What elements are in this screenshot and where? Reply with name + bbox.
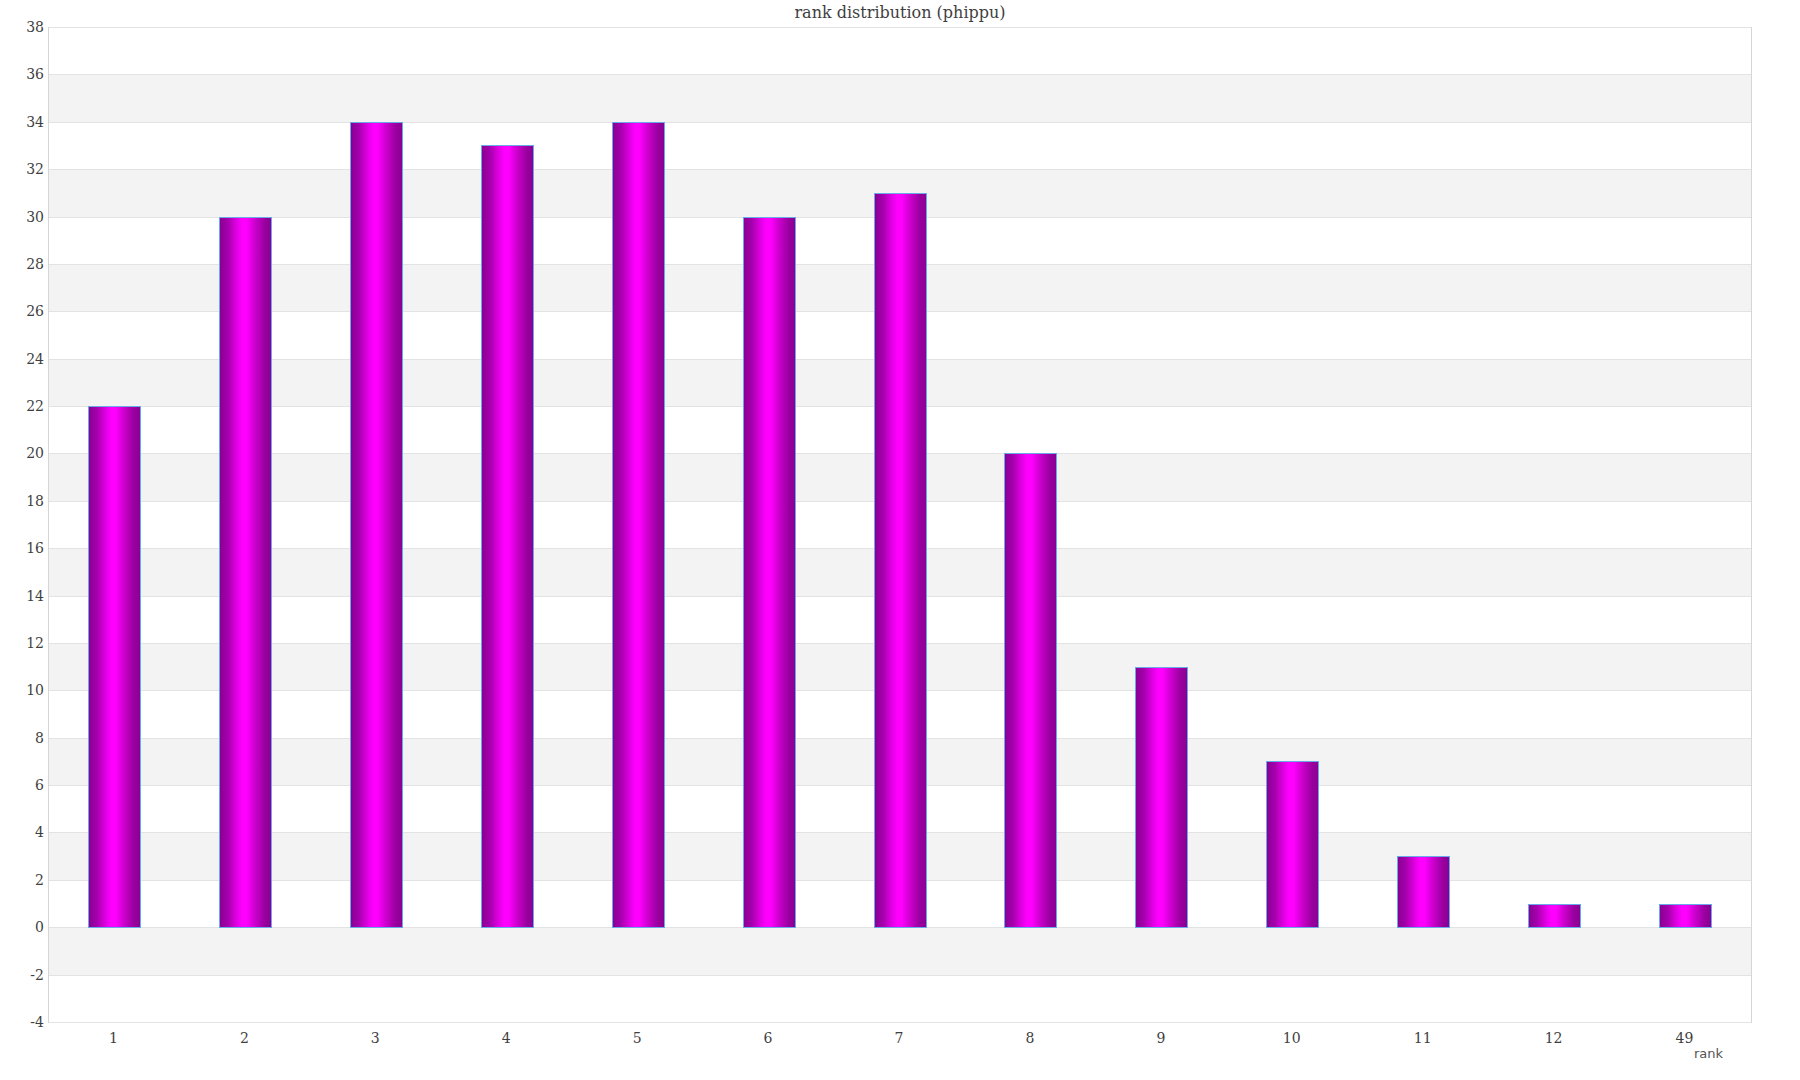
y-tick-label: 6 bbox=[0, 777, 44, 793]
gridline bbox=[49, 74, 1751, 75]
bar bbox=[1528, 904, 1581, 929]
x-tick-label: 8 bbox=[980, 1030, 1080, 1046]
bar bbox=[219, 217, 272, 929]
bar bbox=[1135, 667, 1188, 929]
gridline bbox=[49, 27, 1751, 28]
x-tick-label: 1 bbox=[63, 1030, 163, 1046]
y-tick-label: 24 bbox=[0, 351, 44, 367]
bar bbox=[1397, 856, 1450, 928]
y-tick-label: 36 bbox=[0, 66, 44, 82]
gridline bbox=[49, 169, 1751, 170]
grid-band bbox=[49, 74, 1751, 121]
y-tick-label: 16 bbox=[0, 540, 44, 556]
y-tick-label: 28 bbox=[0, 256, 44, 272]
y-tick-label: 8 bbox=[0, 730, 44, 746]
x-tick-label: 10 bbox=[1242, 1030, 1342, 1046]
bar bbox=[350, 122, 403, 928]
y-tick-label: -2 bbox=[0, 967, 44, 983]
x-tick-label: 11 bbox=[1373, 1030, 1473, 1046]
y-tick-label: 32 bbox=[0, 161, 44, 177]
bar bbox=[1266, 761, 1319, 928]
grid-band bbox=[49, 927, 1751, 974]
bar bbox=[743, 217, 796, 929]
bar bbox=[88, 406, 141, 928]
bar bbox=[612, 122, 665, 928]
y-tick-label: 34 bbox=[0, 114, 44, 130]
x-tick-label: 5 bbox=[587, 1030, 687, 1046]
gridline bbox=[49, 1022, 1751, 1023]
x-tick-label: 9 bbox=[1111, 1030, 1211, 1046]
y-tick-label: 30 bbox=[0, 209, 44, 225]
y-tick-label: -4 bbox=[0, 1014, 44, 1030]
bar bbox=[1004, 453, 1057, 928]
y-tick-label: 12 bbox=[0, 635, 44, 651]
x-tick-label: 7 bbox=[849, 1030, 949, 1046]
y-tick-label: 4 bbox=[0, 824, 44, 840]
x-tick-label: 6 bbox=[718, 1030, 818, 1046]
x-tick-label: 12 bbox=[1504, 1030, 1604, 1046]
y-tick-label: 20 bbox=[0, 445, 44, 461]
y-tick-label: 18 bbox=[0, 493, 44, 509]
x-axis-title: rank bbox=[1694, 1046, 1723, 1061]
x-tick-label: 3 bbox=[325, 1030, 425, 1046]
bar bbox=[1659, 904, 1712, 929]
bar bbox=[874, 193, 927, 928]
chart-root: rank distribution (phippu) 3836343230282… bbox=[0, 0, 1800, 1080]
gridline bbox=[49, 122, 1751, 123]
y-tick-label: 26 bbox=[0, 303, 44, 319]
y-tick-label: 14 bbox=[0, 588, 44, 604]
plot-area bbox=[48, 27, 1752, 1023]
bar bbox=[481, 145, 534, 928]
x-tick-label: 49 bbox=[1635, 1030, 1735, 1046]
y-tick-label: 2 bbox=[0, 872, 44, 888]
y-tick-label: 38 bbox=[0, 19, 44, 35]
x-tick-label: 2 bbox=[194, 1030, 294, 1046]
chart-title: rank distribution (phippu) bbox=[0, 3, 1800, 22]
y-tick-label: 0 bbox=[0, 919, 44, 935]
y-tick-label: 22 bbox=[0, 398, 44, 414]
y-tick-label: 10 bbox=[0, 682, 44, 698]
x-tick-label: 4 bbox=[456, 1030, 556, 1046]
gridline bbox=[49, 975, 1751, 976]
